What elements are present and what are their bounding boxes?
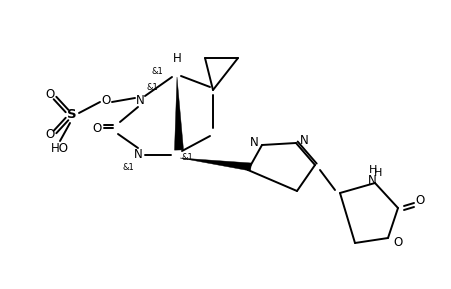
Text: N: N <box>133 149 142 162</box>
Text: O: O <box>45 88 55 101</box>
Text: O: O <box>45 129 55 142</box>
Text: N: N <box>299 134 308 147</box>
Text: O: O <box>92 121 101 134</box>
Text: O: O <box>392 236 402 249</box>
Text: N: N <box>249 136 258 149</box>
Text: HO: HO <box>51 142 69 155</box>
Text: S: S <box>67 108 77 121</box>
Text: &1: &1 <box>146 84 157 92</box>
Text: N: N <box>367 175 376 188</box>
Text: &1: &1 <box>181 153 193 162</box>
Text: O: O <box>414 194 423 207</box>
Polygon shape <box>174 77 183 150</box>
Polygon shape <box>179 158 251 171</box>
Text: &1: &1 <box>122 164 133 173</box>
Text: N: N <box>135 94 144 107</box>
Text: H: H <box>368 165 376 175</box>
Text: H: H <box>172 53 181 66</box>
Text: H: H <box>373 168 382 178</box>
Text: O: O <box>101 94 110 107</box>
Text: &1: &1 <box>151 68 163 77</box>
